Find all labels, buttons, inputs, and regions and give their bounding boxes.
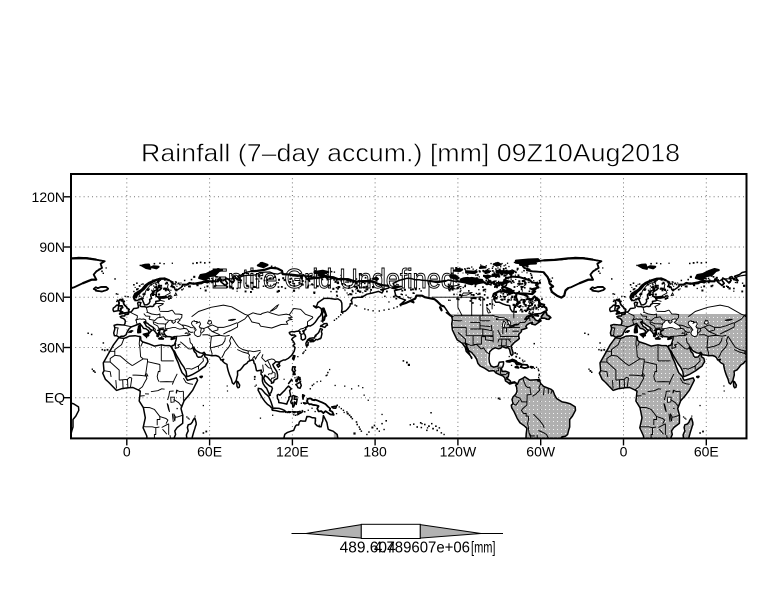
svg-text:30N: 30N — [39, 340, 65, 356]
svg-text:Rainfall (7–day accum.) [mm] 0: Rainfall (7–day accum.) [mm] 09Z10Aug201… — [141, 140, 680, 168]
svg-text:[mm]: [mm] — [471, 540, 496, 557]
svg-text:120W: 120W — [440, 444, 477, 460]
svg-text:120E: 120E — [276, 444, 309, 460]
svg-text:60W: 60W — [526, 444, 556, 460]
svg-text:489.604: 489.604 — [340, 540, 396, 557]
svg-text:4.789607e+06: 4.789607e+06 — [374, 540, 470, 557]
svg-text:120N: 120N — [32, 189, 65, 205]
svg-text:0: 0 — [620, 444, 628, 460]
svg-text:60E: 60E — [694, 444, 719, 460]
svg-text:60E: 60E — [197, 444, 222, 460]
svg-text:EQ: EQ — [45, 390, 65, 406]
svg-text:0: 0 — [123, 444, 131, 460]
svg-text:90N: 90N — [39, 239, 65, 255]
svg-text:180: 180 — [363, 444, 387, 460]
svg-text:Entire Grid Undefined: Entire Grid Undefined — [211, 263, 455, 294]
svg-text:60N: 60N — [39, 289, 65, 305]
